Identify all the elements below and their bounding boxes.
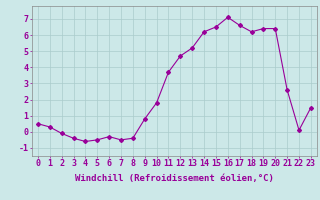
X-axis label: Windchill (Refroidissement éolien,°C): Windchill (Refroidissement éolien,°C): [75, 174, 274, 183]
